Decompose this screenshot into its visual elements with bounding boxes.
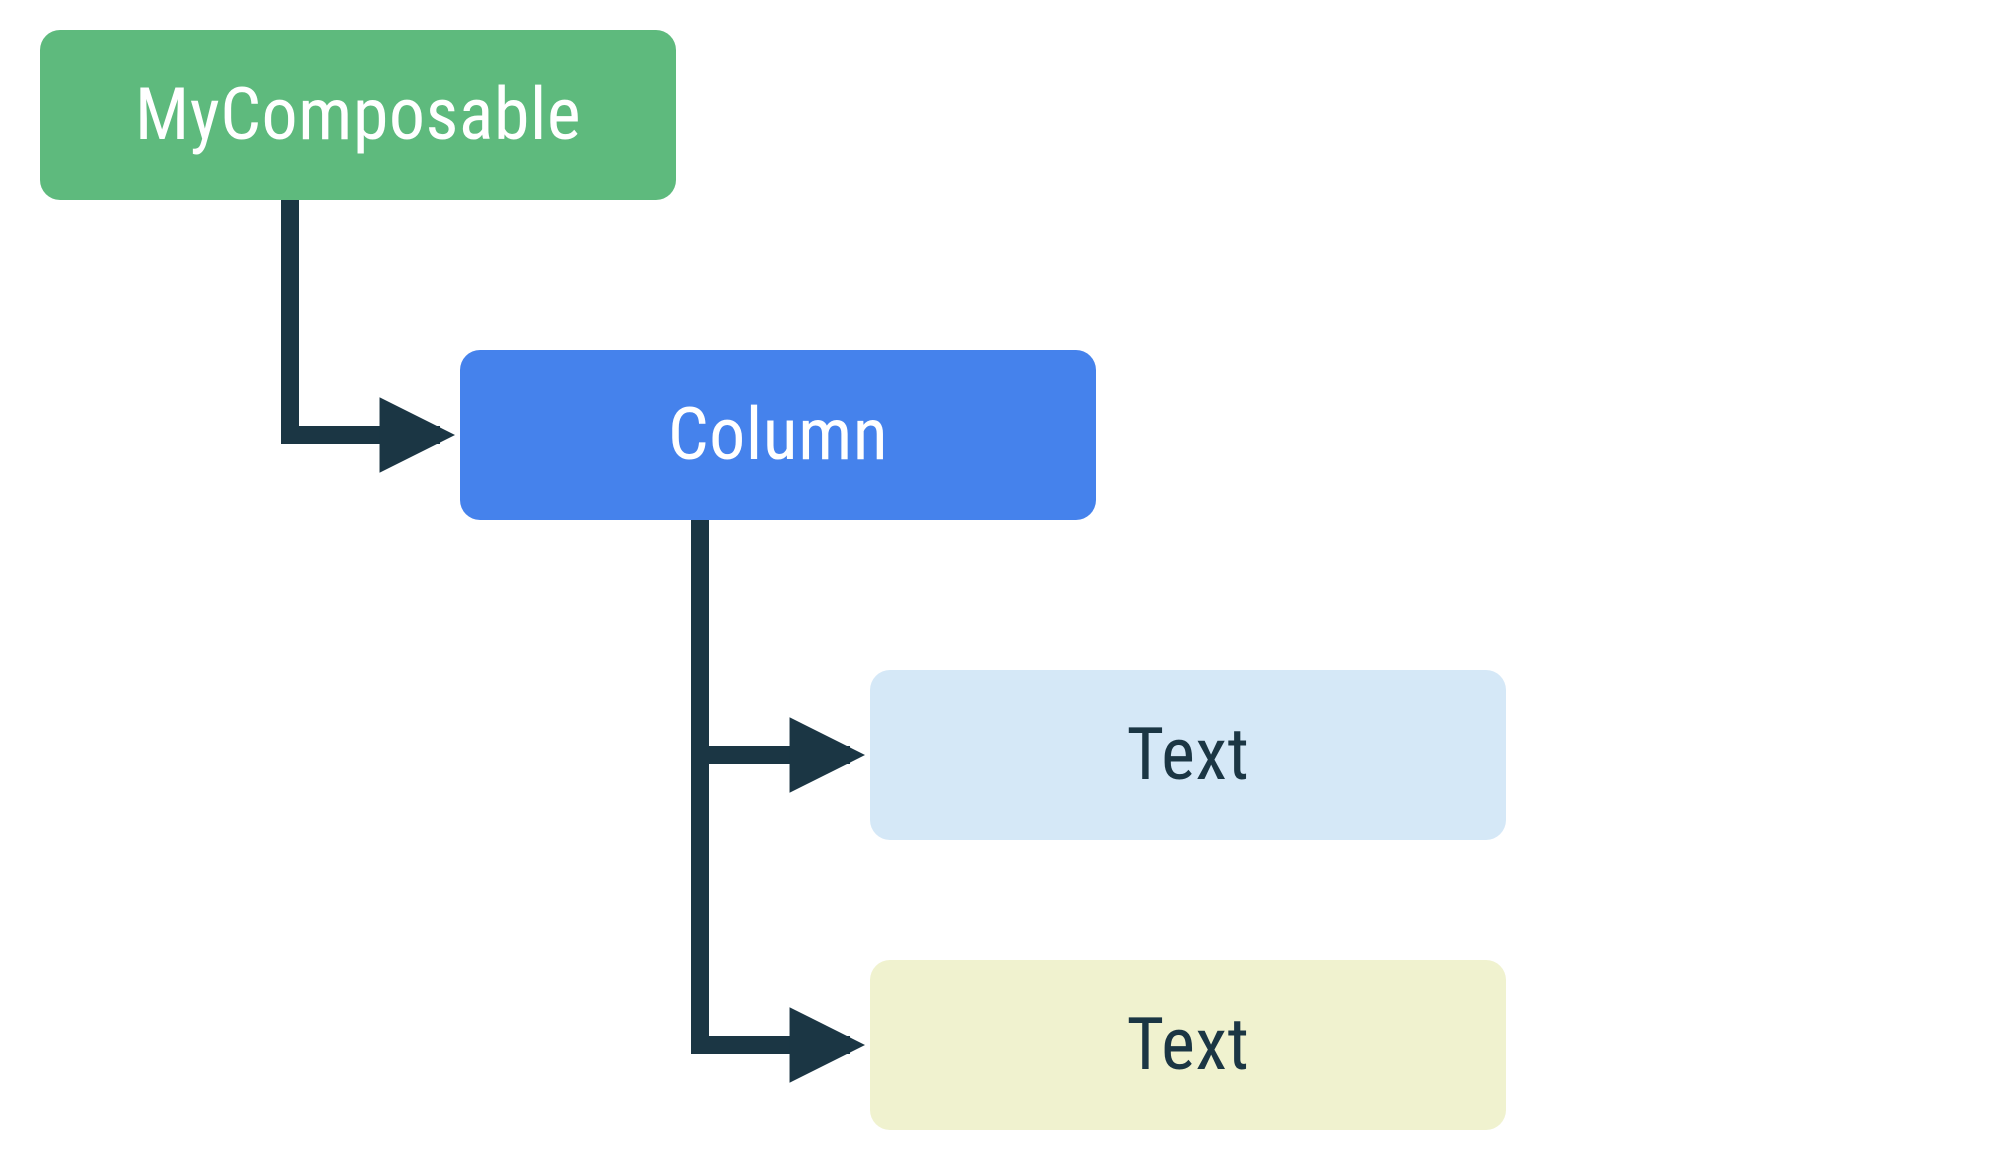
node-label-column: Column (668, 399, 888, 471)
node-label-text1: Text (1127, 719, 1250, 791)
edge-root-to-column (290, 200, 440, 435)
node-text2: Text (870, 960, 1506, 1130)
node-column: Column (460, 350, 1096, 520)
diagram-stage: MyComposable Column Text Text (0, 0, 1999, 1170)
node-label-text2: Text (1127, 1009, 1250, 1081)
edge-column-to-text1 (700, 520, 850, 755)
node-text1: Text (870, 670, 1506, 840)
node-label-root: MyComposable (135, 79, 581, 151)
edge-column-to-text2 (700, 520, 850, 1045)
node-root: MyComposable (40, 30, 676, 200)
